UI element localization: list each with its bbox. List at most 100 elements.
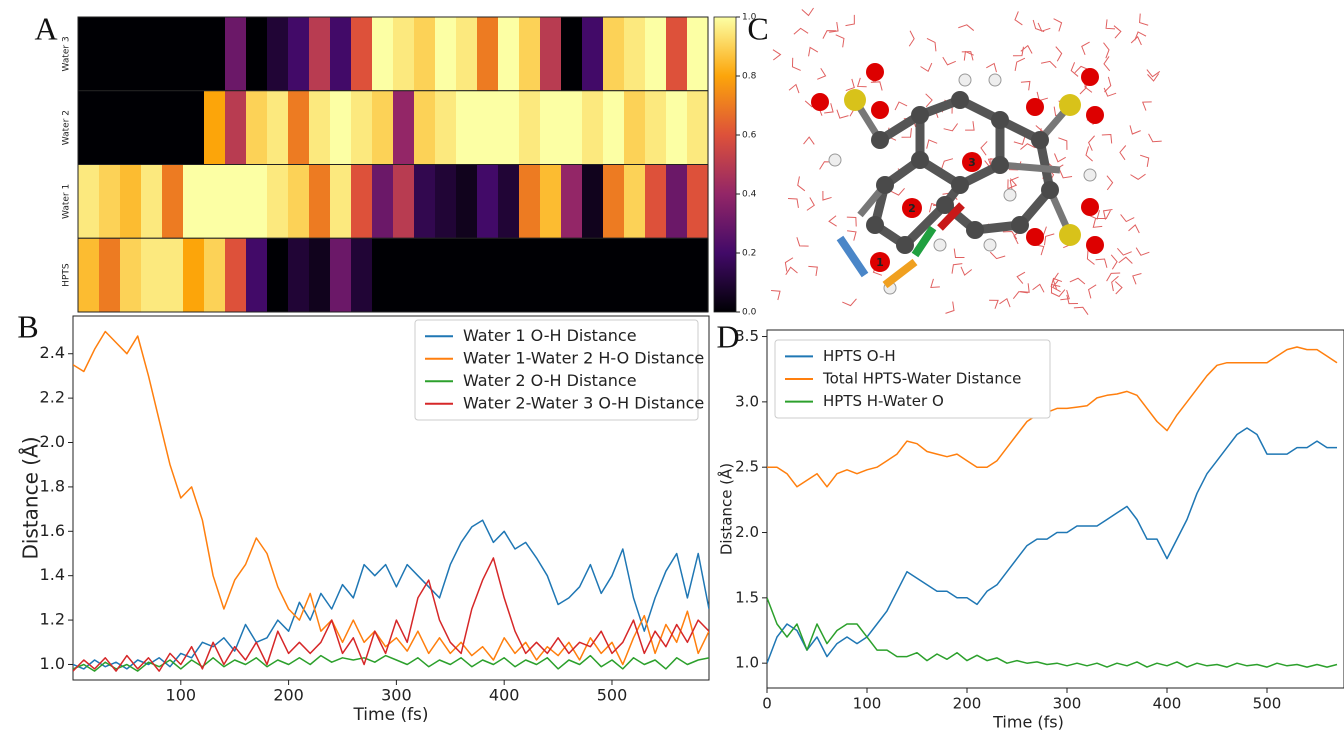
- water-molecule: [1107, 176, 1113, 190]
- hydrogen-atom: [984, 239, 996, 251]
- heat-cell: [267, 165, 289, 239]
- water-molecule: [871, 82, 882, 91]
- heat-cell: [624, 238, 646, 312]
- water-molecule: [1014, 136, 1025, 145]
- heat-cell: [561, 165, 583, 239]
- heat-cell: [519, 238, 541, 312]
- heat-cell: [372, 165, 394, 239]
- water-molecule: [954, 249, 964, 258]
- water-molecule: [1120, 146, 1126, 160]
- legend-label: Water 2-Water 3 O-H Distance: [463, 393, 704, 412]
- carbon-atom: [1041, 181, 1059, 199]
- water-molecule: [1104, 88, 1116, 96]
- water-molecule: [945, 302, 954, 314]
- heat-cell: [582, 17, 604, 91]
- x-tick-label: 300: [381, 686, 412, 705]
- water-molecule: [1015, 11, 1022, 24]
- water-molecule: [847, 217, 856, 226]
- water-molecule: [961, 267, 972, 275]
- heat-cell: [687, 238, 709, 312]
- water-molecule: [981, 141, 987, 155]
- heat-cell: [99, 91, 121, 165]
- heat-cell: [162, 17, 184, 91]
- heat-cell: [204, 165, 226, 239]
- water-molecule: [999, 299, 1010, 307]
- heat-cell: [456, 165, 478, 239]
- water-molecule: [1044, 234, 1054, 245]
- heat-cell: [414, 165, 436, 239]
- heat-cell: [372, 238, 394, 312]
- carbon-atom: [991, 111, 1009, 129]
- water-molecule: [1008, 179, 1016, 189]
- oxygen-atom: [1026, 228, 1044, 246]
- heat-cell: [540, 165, 562, 239]
- heat-cell: [477, 238, 499, 312]
- water-molecule: [1111, 255, 1117, 270]
- heat-cell: [162, 238, 184, 312]
- sulfur-atom: [1059, 224, 1081, 246]
- heat-cell: [477, 165, 499, 239]
- heat-cell: [687, 165, 709, 239]
- molecule-image: 123: [771, 8, 1162, 315]
- heat-cell: [288, 165, 310, 239]
- water-molecule: [944, 123, 958, 130]
- legend-label: Total HPTS-Water Distance: [822, 370, 1021, 388]
- hydrogen-atom: [934, 239, 946, 251]
- heat-cell: [666, 17, 688, 91]
- water-molecule: [789, 85, 799, 93]
- heat-cell: [99, 17, 121, 91]
- x-axis-label: Time (fs): [352, 705, 428, 725]
- water-molecule: [846, 79, 854, 91]
- y-tick-label: 3.0: [735, 392, 759, 410]
- panel-letter: C: [747, 10, 768, 46]
- oxygen-atom: [871, 101, 889, 119]
- atom-label: 1: [876, 256, 884, 269]
- water-molecule: [808, 266, 817, 276]
- heat-cell: [246, 17, 268, 91]
- heat-cell: [204, 238, 226, 312]
- water-molecule: [1013, 47, 1024, 56]
- heat-cell: [582, 91, 604, 165]
- heat-cell: [120, 91, 142, 165]
- heat-cell: [183, 17, 205, 91]
- heat-cell: [330, 17, 352, 91]
- water-molecule: [792, 58, 800, 71]
- carbon-atom: [866, 216, 884, 234]
- water-molecule: [1140, 155, 1149, 167]
- heat-cell: [561, 91, 583, 165]
- water-molecule: [1041, 61, 1056, 67]
- water-molecule: [1096, 259, 1107, 268]
- series-line: [73, 656, 709, 672]
- heat-cell: [183, 165, 205, 239]
- heat-cell: [393, 238, 415, 312]
- y-tick-label: 1.0: [735, 654, 759, 672]
- heat-cell: [246, 165, 268, 239]
- heat-cell: [456, 91, 478, 165]
- atom-label: 2: [908, 202, 916, 215]
- carbon-atom: [1011, 216, 1029, 234]
- water-molecule: [1015, 58, 1025, 71]
- heat-cell: [288, 91, 310, 165]
- water-molecule: [952, 264, 962, 274]
- water-molecule: [1129, 225, 1140, 233]
- carbon-atom: [911, 106, 929, 124]
- y-tick-label: 1.0: [40, 654, 65, 673]
- x-tick-label: 200: [273, 686, 304, 705]
- heat-cell: [141, 17, 163, 91]
- heat-cell: [540, 17, 562, 91]
- heat-cell: [372, 17, 394, 91]
- x-tick-label: 400: [489, 686, 520, 705]
- heat-cell: [267, 17, 289, 91]
- sulfur-atom: [844, 89, 866, 111]
- water-molecule: [986, 63, 996, 72]
- heat-cell: [624, 91, 646, 165]
- heat-cell: [498, 165, 520, 239]
- water-molecule: [1131, 37, 1141, 45]
- colorbar-tick-label: 0.2: [742, 249, 756, 259]
- hydrogen-atom: [989, 74, 1001, 86]
- heat-cell: [435, 165, 457, 239]
- water-molecule: [798, 176, 805, 190]
- x-axis-label: Time (fs): [992, 713, 1064, 732]
- bond: [1000, 165, 1060, 170]
- legend-label: Water 1-Water 2 H-O Distance: [463, 348, 704, 367]
